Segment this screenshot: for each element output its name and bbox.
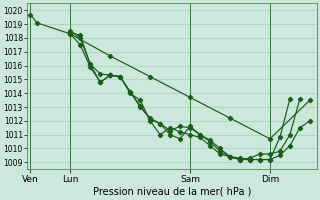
X-axis label: Pression niveau de la mer( hPa ): Pression niveau de la mer( hPa ) — [92, 187, 251, 197]
